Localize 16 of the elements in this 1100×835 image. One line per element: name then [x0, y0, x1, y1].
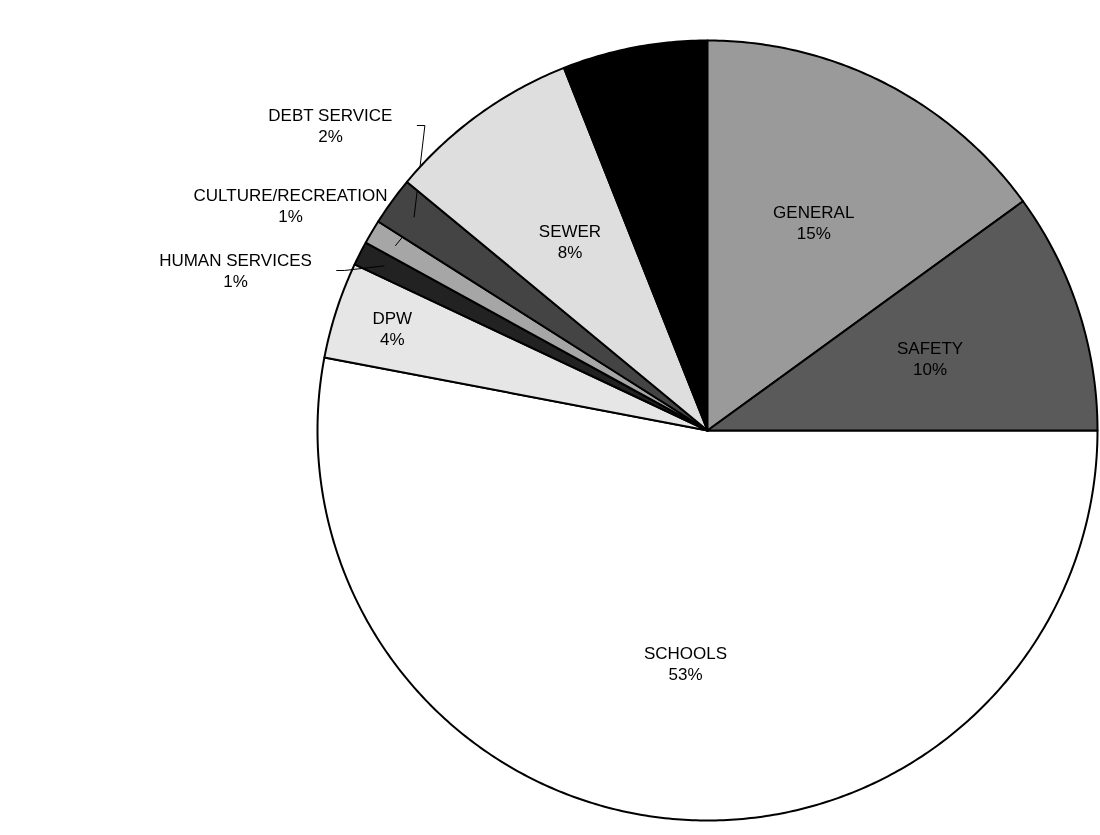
- data-label: 53%: [668, 664, 703, 684]
- slice-label: SCHOOLS: [643, 643, 728, 663]
- slice-label: GENERAL: [773, 202, 855, 222]
- slice-label: SEWER: [538, 221, 602, 241]
- data-label: 10%: [913, 359, 948, 379]
- data-label: 8%: [557, 242, 583, 262]
- legend-label: HUMAN SERVICES: [159, 251, 312, 270]
- data-label: 1%: [278, 207, 303, 226]
- data-label: 15%: [796, 223, 831, 243]
- data-label: 1%: [223, 272, 248, 291]
- data-label: 2%: [318, 127, 343, 146]
- data-label: 4%: [379, 329, 405, 349]
- slice-label: DPW: [372, 308, 413, 328]
- slice-label: SAFETY: [896, 338, 964, 358]
- slice-label: CULTURE/RECREATION: [193, 186, 388, 205]
- slice-label: DEBT SERVICE: [268, 106, 393, 125]
